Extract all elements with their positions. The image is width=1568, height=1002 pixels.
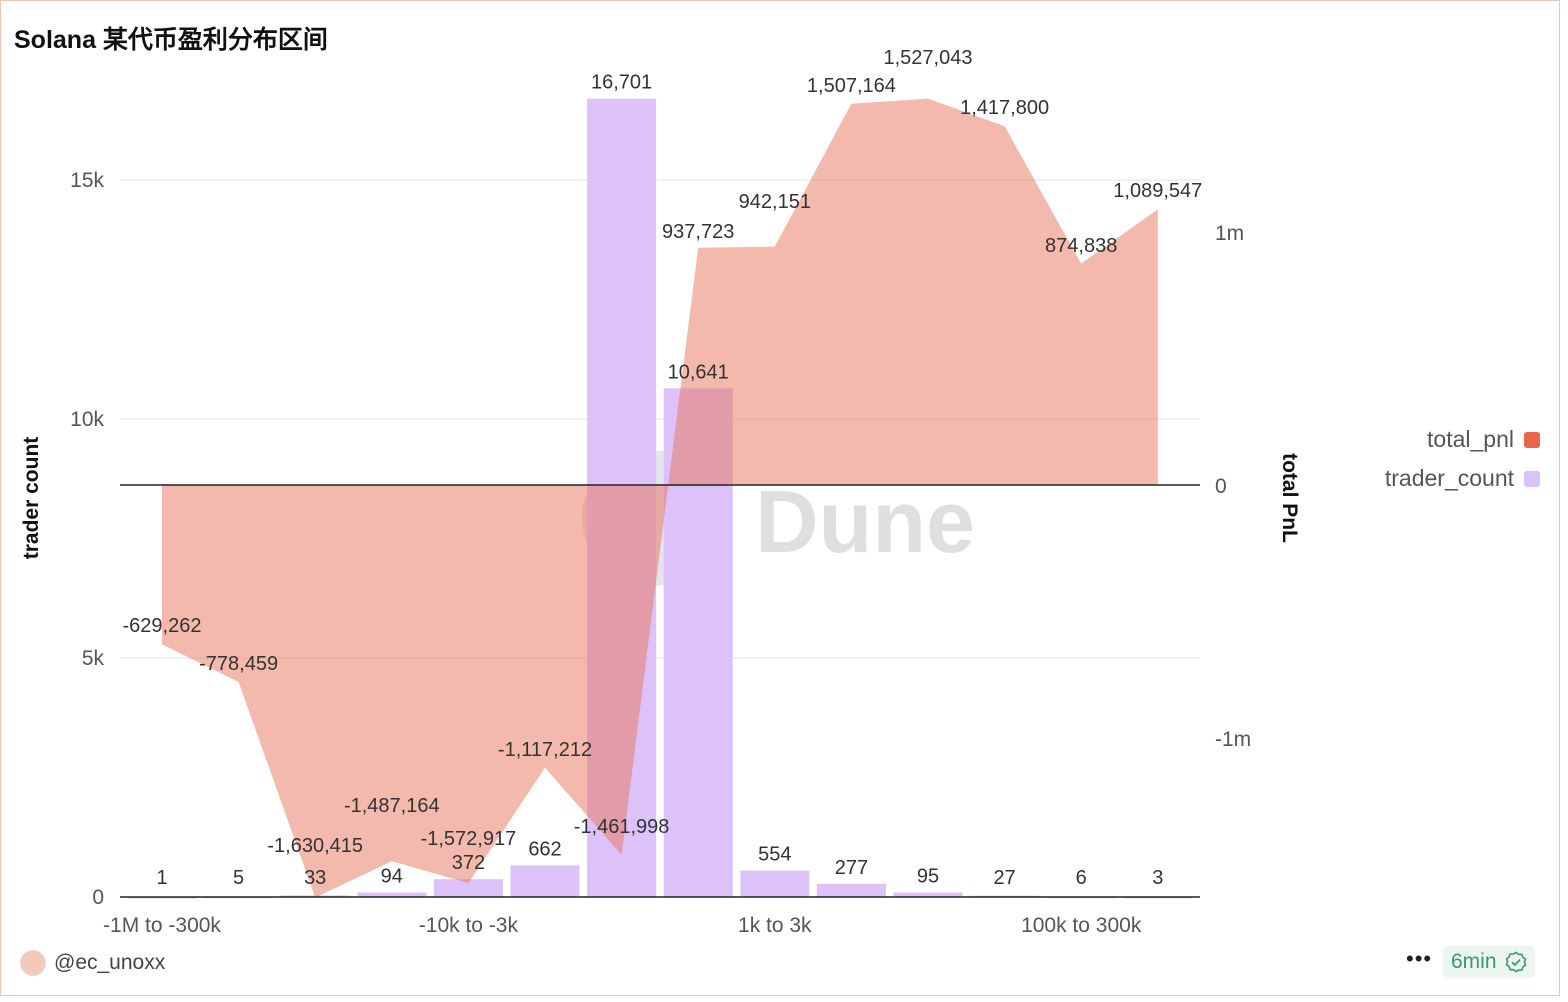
pnl-data-label: 937,723 [662,221,734,243]
pnl-data-label: -778,459 [199,653,278,675]
bar-trader-count [816,883,886,897]
bar-trader-count [510,865,580,897]
pnl-data-label: -1,572,917 [421,828,517,850]
pnl-data-label: -629,262 [123,615,202,637]
bar-trader-count [740,870,810,897]
legend-swatch-icon [1524,470,1540,487]
bar-data-label: 33 [304,867,326,889]
avatar [20,950,46,976]
pnl-data-label: 874,838 [1045,235,1117,257]
more-options-button[interactable]: ••• [1406,946,1433,971]
bar-data-label: 554 [758,844,791,866]
x-tick-label: 100k to 300k [1021,914,1142,937]
bar-data-label: 6 [1076,867,1087,889]
area-total-pnl [162,98,1158,898]
x-tick-label: -10k to -3k [419,914,519,937]
y-tick-label: 15k [70,169,104,192]
bar-data-label: 16,701 [591,72,652,94]
bar-data-label: 277 [835,857,868,879]
legend-label: trader_count [1384,465,1514,491]
bar-data-label: 1 [156,867,167,889]
y-axis-title: trader count [20,437,43,560]
bar-data-label: 27 [993,867,1015,889]
bar-data-label: 3 [1152,867,1163,889]
y-tick-label: 5k [82,647,105,670]
pnl-data-label: -1,461,998 [574,816,670,838]
pnl-data-label: -1,630,415 [267,835,363,857]
author-name: @ec_unoxx [54,951,166,974]
y-tick-label: 0 [92,886,104,909]
chart-title: Solana 某代币盈利分布区间 [14,26,328,54]
bar-data-label: 95 [917,865,939,887]
pnl-data-label: 942,151 [739,191,811,213]
pnl-data-label: 1,507,164 [807,75,896,97]
legend-item-total-pnl[interactable]: total_pnl [1427,426,1540,453]
bar-data-label: 94 [381,866,403,888]
author-link[interactable]: @ec_unoxx [20,950,165,976]
y2-tick-label: -1m [1215,728,1251,751]
bar-data-label: 10,641 [668,361,729,383]
bar-trader-count [433,879,503,897]
refresh-age-badge[interactable]: 6min [1443,946,1535,978]
x-tick-label: -1M to -300k [103,914,221,937]
y2-tick-label: 0 [1215,475,1227,498]
y2-tick-label: 1m [1215,222,1244,245]
pnl-data-label: 1,417,800 [960,97,1049,119]
age-text: 6min [1451,950,1497,973]
pnl-data-label: 1,089,547 [1113,180,1202,202]
legend-item-trader-count[interactable]: trader_count [1385,465,1540,492]
bar-data-label: 5 [233,867,244,889]
bar-data-label: 662 [528,838,561,860]
pnl-data-label: -1,487,164 [344,795,440,817]
y2-axis-title: total PnL [1278,453,1301,543]
pnl-data-label: -1,117,212 [498,739,592,761]
legend-label: total_pnl [1427,426,1514,452]
verified-check-icon [1505,951,1526,973]
bar-trader-count [893,892,963,897]
bar-trader-count [357,892,427,897]
x-tick-label: 1k to 3k [738,914,812,937]
pnl-data-label: 1,527,043 [884,47,973,69]
legend-swatch-icon [1524,431,1540,448]
y-tick-label: 10k [70,408,104,431]
bar-data-label: 372 [452,852,485,874]
watermark: Dune [755,472,975,571]
